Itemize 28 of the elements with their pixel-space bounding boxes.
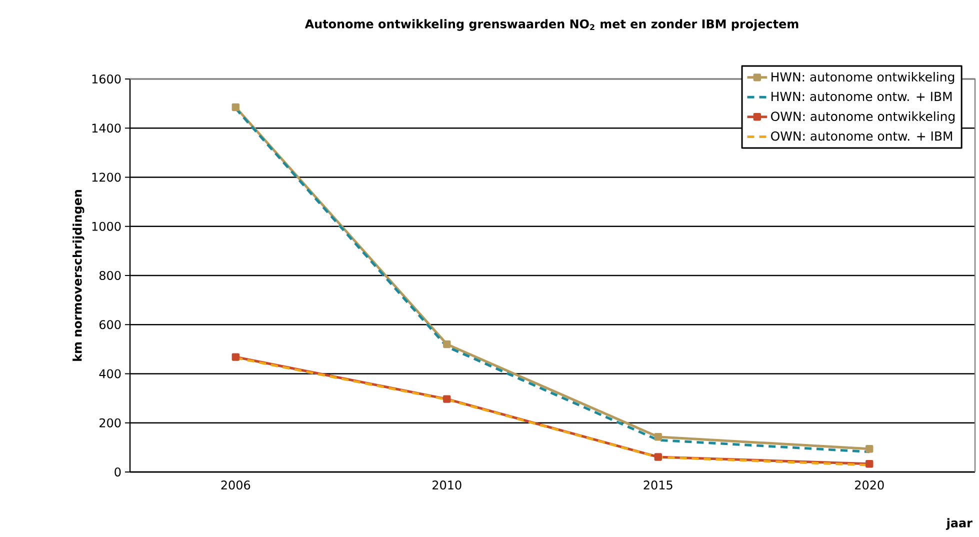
point bbox=[232, 103, 240, 112]
legend-label: HWN: autonome ontwikkeling bbox=[772, 72, 954, 84]
x-tick-label: 2006 bbox=[221, 480, 250, 490]
point bbox=[443, 395, 451, 403]
x-tick-label: 2020 bbox=[855, 480, 884, 490]
y-tick-label: 1200 bbox=[92, 172, 121, 182]
y-tick-label: 1600 bbox=[92, 74, 121, 84]
y-tick-label: 200 bbox=[100, 418, 121, 428]
y-tick-label: 0 bbox=[114, 467, 121, 477]
chart-title: Autonome ontwikkeling grenswaarden NO$_{2}$ met en zonder IBM projectem bbox=[304, 19, 798, 31]
y-tick-label: 1400 bbox=[92, 124, 121, 133]
point bbox=[654, 453, 662, 461]
legend-label: OWN: autonome ontw. + IBM bbox=[771, 131, 952, 141]
x-tick-label: 2015 bbox=[644, 480, 672, 490]
point bbox=[232, 353, 240, 361]
legend-label: OWN: autonome ontwikkeling bbox=[771, 111, 955, 124]
point bbox=[866, 445, 874, 453]
y-tick-label: 800 bbox=[99, 270, 121, 280]
y-tick-label: 600 bbox=[100, 320, 121, 330]
y-tick-label: 400 bbox=[99, 369, 121, 378]
point bbox=[443, 340, 451, 348]
y-axis-title: km normoverschrijdingen bbox=[72, 190, 84, 361]
y-tick-label: 1000 bbox=[92, 222, 121, 231]
point bbox=[866, 460, 874, 468]
x-tick-label: 2010 bbox=[432, 480, 462, 490]
legend-label: HWN: autonome ontw. + IBM bbox=[772, 92, 952, 102]
point bbox=[654, 433, 662, 441]
x-axis-title: jaar bbox=[946, 518, 972, 530]
